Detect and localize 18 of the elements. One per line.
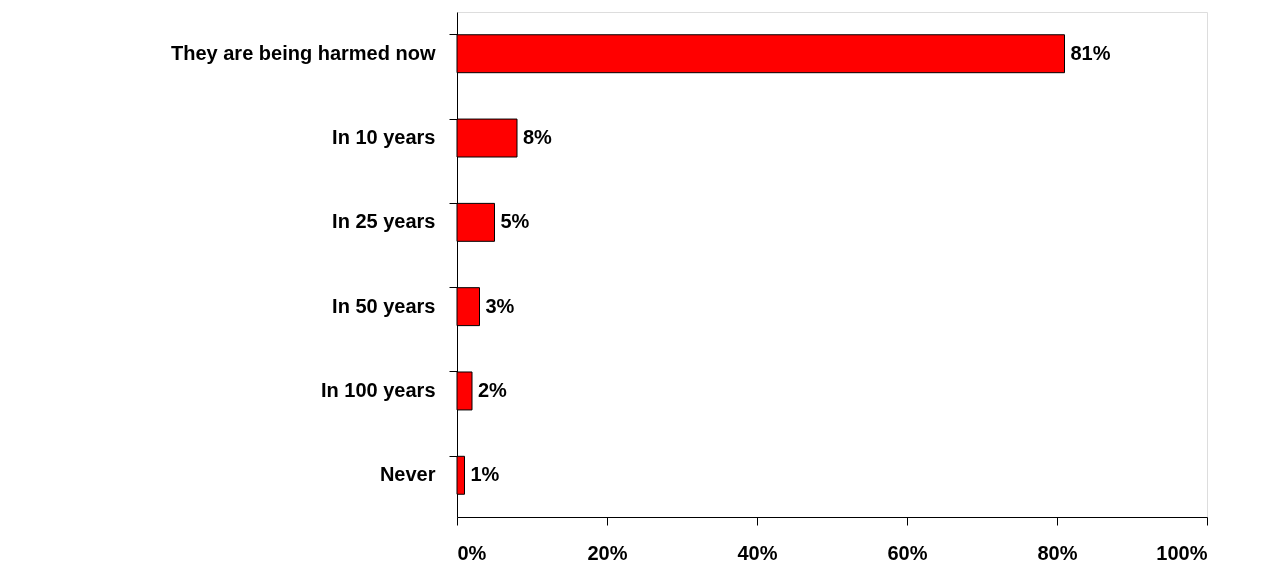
data-label: 2% bbox=[478, 378, 508, 401]
y-tick-label: They are being harmed now bbox=[170, 41, 436, 64]
x-tick-label: 0% bbox=[457, 541, 487, 564]
x-tick-label: 20% bbox=[587, 541, 628, 564]
data-label: 5% bbox=[500, 210, 530, 233]
x-tick-label: 40% bbox=[737, 541, 778, 564]
data-label: 1% bbox=[470, 463, 500, 486]
y-tick-label: In 10 years bbox=[332, 126, 436, 149]
data-label: 3% bbox=[485, 294, 515, 317]
x-tick-label: 60% bbox=[887, 541, 928, 564]
y-tick-label: Never bbox=[379, 463, 436, 486]
x-tick-label: 80% bbox=[1037, 541, 1078, 564]
y-tick-label: In 25 years bbox=[332, 210, 436, 233]
y-tick-label: In 50 years bbox=[332, 294, 436, 317]
data-label: 8% bbox=[523, 126, 553, 149]
y-tick-label: In 100 years bbox=[320, 378, 436, 401]
x-tick-label: 100% bbox=[1156, 541, 1208, 564]
data-label: 81% bbox=[1070, 41, 1111, 64]
